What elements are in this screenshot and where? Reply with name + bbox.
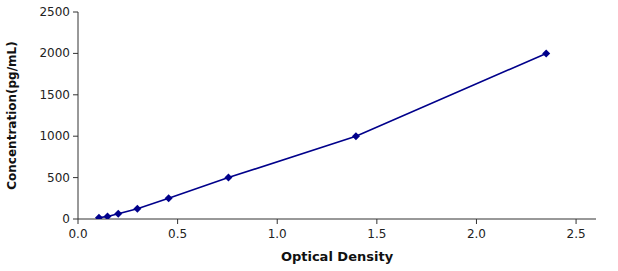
y-tick <box>73 12 78 13</box>
x-tick-label: 1.0 <box>268 227 287 241</box>
y-tick-label: 2500 <box>39 5 70 19</box>
x-tick-label: 1.5 <box>367 227 386 241</box>
x-tick-label: 0.5 <box>168 227 187 241</box>
marker <box>542 49 550 57</box>
x-tick <box>277 219 278 224</box>
y-tick-label: 1500 <box>39 88 70 102</box>
y-tick-label: 2000 <box>39 46 70 60</box>
y-tick <box>73 136 78 137</box>
x-axis-label: Optical Density <box>281 249 394 264</box>
x-tick-label: 2.0 <box>467 227 486 241</box>
marker <box>103 212 111 219</box>
x-axis-line <box>78 219 596 220</box>
x-tick <box>177 219 178 224</box>
marker <box>95 214 103 219</box>
x-tick-label: 2.5 <box>567 227 586 241</box>
y-tick <box>73 94 78 95</box>
x-tick-label: 0.0 <box>68 227 87 241</box>
x-tick <box>576 219 577 224</box>
y-tick <box>73 219 78 220</box>
line <box>99 53 546 217</box>
x-tick <box>376 219 377 224</box>
y-tick <box>73 53 78 54</box>
x-tick <box>78 219 79 224</box>
background <box>0 0 618 271</box>
chart: 0.0 0.5 1.0 1.5 2.0 2.5 0 500 1000 1500 2000 2500 Op… <box>0 0 618 271</box>
y-axis-line <box>78 12 79 219</box>
y-tick-label: 500 <box>47 171 70 185</box>
y-tick <box>73 177 78 178</box>
marker <box>352 132 360 140</box>
x-tick <box>476 219 477 224</box>
plot-area <box>95 49 550 219</box>
marker <box>133 205 141 213</box>
y-axis-label: Concentration(pg/mL) <box>5 41 19 189</box>
marker <box>114 210 122 218</box>
marker <box>165 194 173 202</box>
y-ticks: 0 500 1000 1500 2000 2500 <box>39 5 78 226</box>
y-tick-label: 0 <box>62 212 70 226</box>
y-tick-label: 1000 <box>39 129 70 143</box>
marker <box>224 174 232 182</box>
x-ticks: 0.0 0.5 1.0 1.5 2.0 2.5 <box>68 219 585 241</box>
